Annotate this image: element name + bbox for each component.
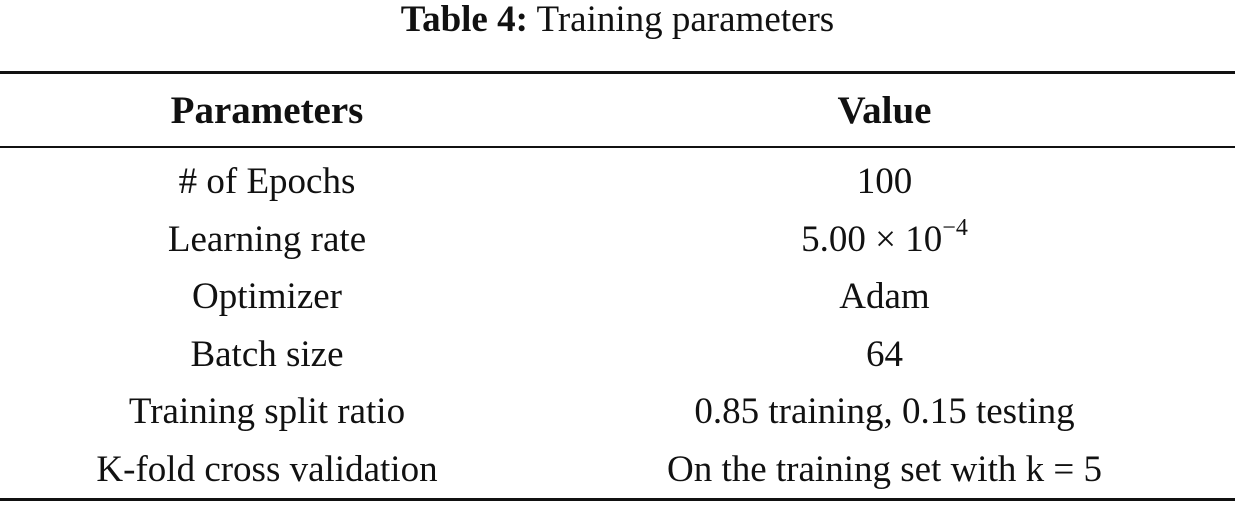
parameter-cell: # of Epochs xyxy=(178,161,356,203)
table-row: # of Epochs 100 xyxy=(0,147,1235,211)
table-row: Batch size 64 xyxy=(0,326,1235,384)
value-cell: On the training set with k = 5 xyxy=(534,440,1235,501)
value-cell: 100 xyxy=(856,161,913,203)
parameter-cell: Optimizer xyxy=(191,276,342,318)
parameter-cell: K-fold cross validation xyxy=(0,440,534,501)
value-cell: 0.85 training, 0.15 testing xyxy=(694,391,1075,433)
parameter-cell: Learning rate xyxy=(167,218,367,260)
table-row: Learning rate 5.00 × 10−4 xyxy=(0,211,1235,269)
value-cell: 5.00 × 10−4 xyxy=(534,211,1235,269)
table-caption: Table 4: Training parameters xyxy=(0,0,1235,44)
training-parameters-table: Parameters Value # of Epochs 100 Learnin… xyxy=(0,71,1235,501)
caption-label: Table 4: xyxy=(400,0,528,40)
parameter-cell: Training split ratio xyxy=(128,391,406,433)
table-row: K-fold cross validation On the training … xyxy=(0,440,1235,501)
parameters-table-container: Parameters Value # of Epochs 100 Learnin… xyxy=(0,71,1235,501)
value-cell: Adam xyxy=(839,276,930,318)
value-exponent: −4 xyxy=(942,214,968,241)
header-parameters: Parameters xyxy=(0,71,534,148)
parameter-cell: Batch size xyxy=(190,333,344,375)
table-row: Training split ratio 0.85 training, 0.15… xyxy=(0,383,1235,441)
caption-text: Training parameters xyxy=(536,0,835,40)
value-base: 5.00 × 10 xyxy=(801,218,943,260)
value-cell: 64 xyxy=(866,333,903,375)
table-header-row: Parameters Value xyxy=(0,71,1235,148)
header-value: Value xyxy=(534,71,1235,148)
table-row: Optimizer Adam xyxy=(0,268,1235,326)
